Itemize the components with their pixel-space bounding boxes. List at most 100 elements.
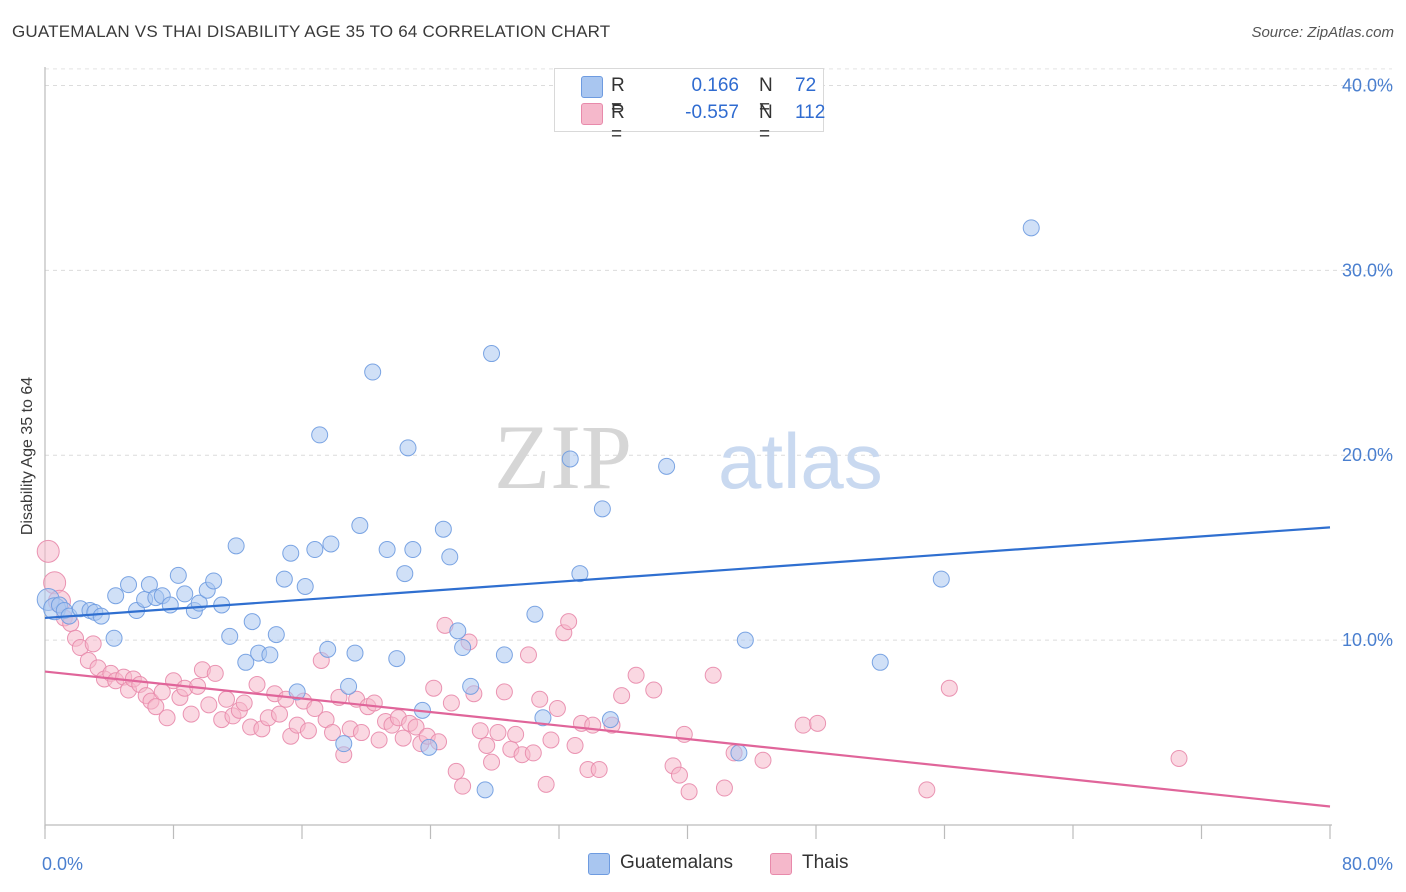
guatemalan-point — [176, 585, 194, 603]
tick-labels: 10.0% 20.0% 30.0% 40.0% 0.0% 80.0% — [42, 75, 1393, 874]
thai-point — [471, 722, 489, 740]
guatemalan-point — [495, 646, 513, 664]
thai-point — [235, 694, 253, 712]
guatemalan-point — [736, 631, 754, 649]
thai-point — [507, 725, 525, 743]
guatemalan-point — [526, 605, 544, 623]
legend-n-label: N = — [759, 102, 773, 145]
thai-point — [478, 737, 496, 755]
thai-point — [1170, 749, 1188, 767]
guatemalan-point — [378, 541, 396, 559]
thai-point — [566, 737, 584, 755]
legend-label: Guatemalans — [620, 852, 734, 873]
legend-r-label: R = — [611, 75, 625, 118]
guatemalan-point — [306, 541, 324, 559]
thai-point — [940, 679, 958, 697]
thai-point — [394, 729, 412, 747]
guatemalan-point — [399, 439, 417, 457]
thai-point — [754, 751, 772, 769]
guatemalan-point — [462, 677, 480, 695]
guatemalan-point — [658, 457, 676, 475]
legend-r-value: -0.557 — [685, 102, 739, 123]
legend-r-label: R = — [611, 102, 625, 145]
guatemalan-point — [335, 735, 353, 753]
guatemalan-point — [730, 744, 748, 762]
guatemalan-point — [593, 500, 611, 518]
thai-point — [158, 709, 176, 727]
thai-point — [299, 722, 317, 740]
guatemalan-point — [275, 570, 293, 588]
thai-point — [542, 731, 560, 749]
thai-point — [560, 613, 578, 631]
thai-point — [483, 753, 501, 771]
axes — [44, 67, 1332, 839]
guatemalan-point — [267, 626, 285, 644]
guatemalans-points — [36, 219, 1040, 799]
guatemalan-point — [205, 572, 223, 590]
thai-point — [794, 716, 812, 734]
thai-point — [918, 781, 936, 799]
thai-point — [200, 696, 218, 714]
legend-swatch-blue — [581, 76, 603, 98]
thai-point — [36, 539, 60, 563]
watermark-atlas: atlas — [718, 417, 883, 505]
guatemalan-point — [434, 520, 452, 538]
guatemalan-point — [296, 578, 314, 596]
guatemalan-point — [534, 709, 552, 727]
guatemalan-point — [388, 650, 406, 668]
thai-point — [182, 705, 200, 723]
thai-point — [495, 683, 513, 701]
legend-label: Thais — [802, 852, 849, 873]
thais-trend-line — [44, 670, 1331, 808]
source-label: Source: ZipAtlas.com — [1251, 24, 1394, 41]
legend-n-label: N = — [759, 75, 773, 118]
legend-swatch-pink — [581, 103, 603, 125]
trend-lines — [44, 526, 1331, 808]
guatemalan-point — [311, 426, 329, 444]
grid-lines — [45, 68, 1392, 641]
guatemalan-point — [92, 607, 110, 625]
thai-point — [531, 690, 549, 708]
guatemalan-point — [107, 587, 125, 605]
watermark: ZIP atlas — [494, 406, 883, 508]
guatemalan-point — [420, 738, 438, 756]
guatemalan-point — [319, 640, 337, 658]
thai-point — [442, 694, 460, 712]
y-tick-label: 40.0% — [1342, 75, 1393, 95]
thai-point — [704, 666, 722, 684]
guatemalan-point — [601, 711, 619, 729]
guatemalan-point — [221, 627, 239, 645]
guatemalan-point — [1022, 219, 1040, 237]
thai-point — [590, 761, 608, 779]
guatemalan-point — [346, 644, 364, 662]
guatemalan-point — [105, 629, 123, 647]
thai-point — [147, 698, 165, 716]
thai-point — [454, 777, 472, 795]
thai-point — [248, 675, 266, 693]
thai-point — [809, 714, 827, 732]
y-tick-label: 30.0% — [1342, 260, 1393, 280]
guatemalan-point — [364, 363, 382, 381]
thai-point — [370, 731, 388, 749]
guatemalan-point — [169, 566, 187, 584]
y-tick-label: 20.0% — [1342, 445, 1393, 465]
guatemalans-trend-line — [44, 526, 1331, 620]
thai-point — [84, 635, 102, 653]
thai-point — [613, 687, 631, 705]
thai-point — [271, 705, 289, 723]
legend-n-value: 72 — [795, 75, 817, 96]
guatemalan-point — [282, 544, 300, 562]
guatemalan-point — [351, 516, 369, 534]
x-tick-label: 0.0% — [42, 854, 83, 874]
thai-point — [715, 779, 733, 797]
guatemalan-point — [483, 345, 501, 363]
thai-point — [680, 783, 698, 801]
guatemalan-point — [243, 613, 261, 631]
guatemalan-point — [227, 537, 245, 555]
legend-swatch-pink — [770, 853, 792, 875]
guatemalan-point — [441, 548, 459, 566]
guatemalan-point — [449, 622, 467, 640]
guatemalan-point — [396, 565, 414, 583]
correlation-legend: R = 0.166 N = 72 R = -0.557 N = 112 — [554, 68, 825, 145]
